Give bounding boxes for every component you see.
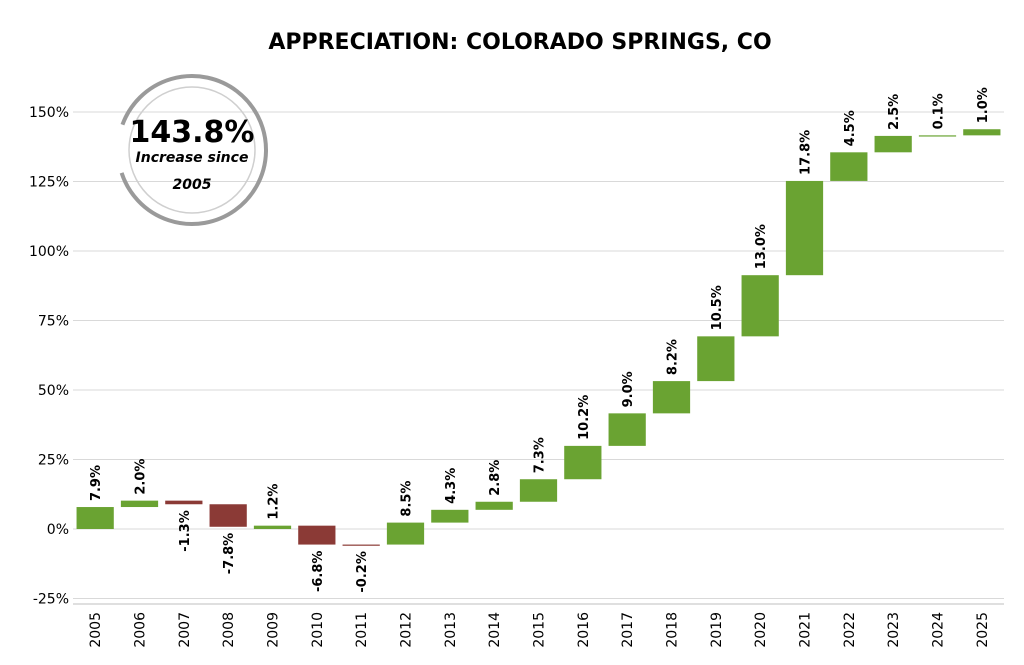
x-tick-label: 2009 [266, 612, 282, 648]
bar-2025 [963, 129, 1001, 136]
bar-2012 [386, 522, 425, 545]
bar-2015 [519, 479, 558, 502]
x-tick-label: 2015 [532, 612, 548, 648]
bar-2023 [874, 135, 912, 153]
bar-2013 [431, 509, 469, 523]
x-tick-label: 2016 [576, 612, 592, 648]
total-callout: 143.8% Increase since 2005 [119, 74, 268, 226]
x-tick-label: 2005 [88, 612, 104, 648]
bar-2016 [564, 445, 602, 480]
bar-2019 [697, 336, 735, 382]
x-tick-label: 2012 [399, 612, 415, 648]
y-axis: -25% 0% 25% 50% 75% 100% 125% 150% [29, 105, 69, 608]
data-label-2011: -0.2% [355, 551, 370, 592]
data-label-2016: 10.2% [577, 395, 592, 440]
x-axis: 2005 2006 2007 2008 2009 2010 2011 2012 2013 2014… [88, 612, 991, 648]
y-tick-label: 0% [47, 522, 69, 538]
data-label-2010: -6.8% [311, 551, 326, 592]
x-tick-label: 2018 [665, 612, 681, 648]
bar-2011 [342, 544, 380, 546]
y-tick-label: 75% [38, 314, 69, 330]
callout-inner-ring [128, 86, 256, 214]
x-tick-label: 2008 [221, 612, 237, 648]
x-tick-label: 2007 [177, 612, 193, 648]
x-tick-label: 2019 [709, 612, 725, 648]
data-label-2018: 8.2% [666, 339, 681, 375]
bar-2021 [785, 180, 824, 276]
y-tick-label: 150% [29, 105, 69, 121]
data-labels: 7.9% 2.0% -1.3% -7.8% 1.2% -6.8% -0.2% 8.5% 4.3%… [89, 87, 991, 592]
y-tick-label: 100% [29, 244, 69, 260]
bar-2008 [209, 504, 247, 527]
bar-2009 [253, 525, 292, 529]
chart-title: APPRECIATION: COLORADO SPRINGS, CO [268, 30, 771, 55]
data-label-2012: 8.5% [400, 481, 415, 517]
bar-2024 [918, 135, 957, 137]
bar-2006 [120, 500, 159, 508]
x-tick-label: 2014 [487, 612, 503, 648]
data-label-2024: 0.1% [932, 93, 947, 129]
y-tick-label: 25% [38, 453, 69, 469]
grid-lines [73, 111, 1004, 605]
data-label-2014: 2.8% [488, 460, 503, 496]
x-tick-label: 2024 [931, 612, 947, 648]
bar-2017 [608, 413, 646, 446]
x-tick-label: 2020 [753, 612, 769, 648]
data-label-2007: -1.3% [178, 510, 193, 551]
data-label-2020: 13.0% [754, 224, 769, 269]
y-tick-label: 50% [38, 383, 69, 399]
data-label-2008: -7.8% [222, 533, 237, 574]
x-tick-label: 2013 [443, 612, 459, 648]
data-label-2015: 7.3% [533, 437, 548, 473]
bar-2010 [298, 525, 336, 545]
x-tick-label: 2021 [798, 612, 814, 648]
bar-2022 [830, 152, 868, 181]
x-tick-label: 2010 [310, 612, 326, 648]
data-label-2006: 2.0% [134, 459, 149, 495]
y-tick-label: -25% [33, 592, 69, 608]
x-tick-label: 2023 [886, 612, 902, 648]
callout-line1: Increase since [136, 150, 249, 166]
x-tick-label: 2006 [133, 612, 149, 648]
data-label-2021: 17.8% [799, 130, 814, 175]
x-tick-label: 2022 [842, 612, 858, 648]
data-label-2019: 10.5% [710, 285, 725, 330]
data-label-2005: 7.9% [89, 465, 104, 501]
bar-2018 [652, 381, 691, 414]
data-label-2013: 4.3% [444, 468, 459, 504]
callout-outer-ring [119, 74, 268, 226]
data-label-2017: 9.0% [621, 371, 636, 407]
bar-2007 [165, 500, 203, 505]
bar-2014 [475, 501, 513, 510]
data-label-2009: 1.2% [267, 484, 282, 520]
x-tick-label: 2017 [620, 612, 636, 648]
data-label-2025: 1.0% [976, 87, 991, 123]
bar-2020 [741, 275, 779, 337]
callout-value: 143.8% [130, 115, 255, 150]
x-tick-label: 2011 [354, 612, 370, 648]
data-label-2022: 4.5% [843, 110, 858, 146]
data-label-2023: 2.5% [887, 94, 902, 130]
callout-line2: 2005 [173, 177, 212, 193]
x-tick-label: 2025 [975, 612, 991, 648]
y-tick-label: 125% [29, 175, 69, 191]
bar-2005 [76, 507, 114, 529]
bars [76, 129, 1001, 546]
